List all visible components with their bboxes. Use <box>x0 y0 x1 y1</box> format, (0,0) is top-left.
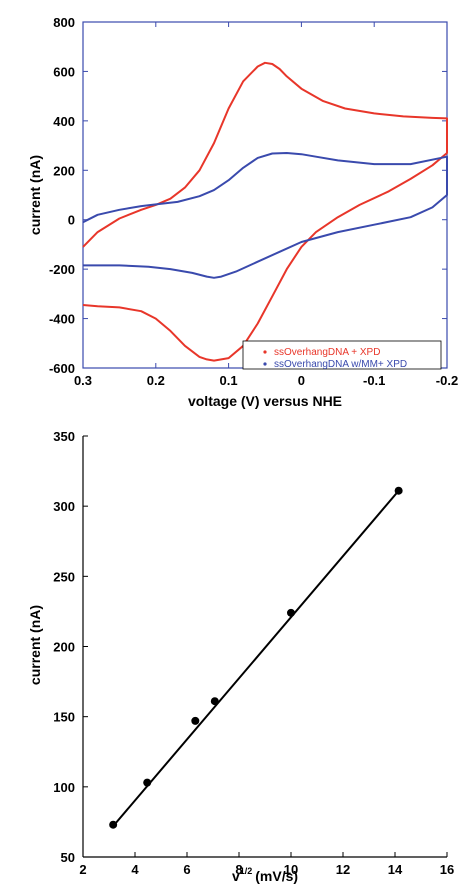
cv-legend-marker-2 <box>263 362 267 366</box>
cv-legend: ssOverhangDNA + XPD ssOverhangDNA w/MM+ … <box>242 340 442 370</box>
cv-x-tick-label: 0.1 <box>220 373 238 388</box>
lin-fit-line <box>112 490 400 827</box>
lin-y-tick-label: 100 <box>53 780 75 795</box>
lin-x-tick-label: 16 <box>440 862 454 877</box>
cv-legend-box <box>242 340 442 370</box>
cv-series-line-1 <box>82 61 448 362</box>
lin-x-tick-label: 14 <box>388 862 403 877</box>
cv-y-tick-label: -200 <box>49 262 75 277</box>
lin-data-point <box>394 486 403 495</box>
cv-series-line-2 <box>82 152 448 279</box>
cv-x-ticks: 0.3 0.2 0.1 0 -0.1 -0.2 <box>74 22 458 388</box>
lin-x-tick-label: 4 <box>131 862 139 877</box>
lin-y-tick-label: 250 <box>53 569 75 584</box>
lin-y-tick-label: 150 <box>53 710 75 725</box>
cv-x-axis-label: voltage (V) versus NHE <box>188 393 342 409</box>
lin-y-tick-label: 300 <box>53 499 75 514</box>
lin-data-point <box>109 820 118 829</box>
cv-plot-frame <box>82 21 448 369</box>
lin-x-axis-label-var: v <box>232 868 240 884</box>
lin-x-tick-label: 10 <box>284 862 298 877</box>
lin-x-axis-label-units: (mV/s) <box>255 868 298 884</box>
cv-y-tick-label: 400 <box>53 114 75 129</box>
cv-chart: -600 -400 -200 0 200 400 600 800 0.3 0.2 0.1 0 -0.1… <box>27 15 458 409</box>
lin-x-axis-label-sup: 1/2 <box>240 866 253 876</box>
cv-x-tick-label: -0.2 <box>436 373 458 388</box>
cv-y-tick-label: -400 <box>49 312 75 327</box>
lin-y-tick-label: 350 <box>53 429 75 444</box>
cv-y-ticks: -600 -400 -200 0 200 400 600 800 <box>49 15 447 376</box>
cv-legend-label-1: ssOverhangDNA + XPD <box>274 347 380 358</box>
cv-y-tick-label: 0 <box>68 213 75 228</box>
linear-chart: 50 100 150 200 250 300 350 2 4 6 8 10 12 14 16 v1/2 (m… <box>27 429 454 884</box>
cv-y-tick-label: 600 <box>53 64 75 79</box>
cv-x-tick-label: -0.1 <box>363 373 385 388</box>
cv-y-tick-label: -600 <box>49 361 75 376</box>
cv-legend-label-2: ssOverhangDNA w/MM+ XPD <box>274 359 407 370</box>
cv-x-tick-label: 0.2 <box>147 373 165 388</box>
lin-y-ticks: 50 100 150 200 250 300 350 <box>53 429 88 865</box>
cv-y-tick-label: 200 <box>53 163 75 178</box>
lin-x-ticks: 2 4 6 8 10 12 14 16 <box>79 852 454 877</box>
lin-x-tick-label: 12 <box>336 862 350 877</box>
cv-y-tick-label: 800 <box>53 15 75 30</box>
lin-data-point <box>210 697 219 706</box>
lin-x-tick-label: 6 <box>183 862 190 877</box>
lin-y-tick-label: 50 <box>61 850 75 865</box>
lin-data-point <box>191 716 200 725</box>
lin-marks-group <box>109 486 403 829</box>
lin-y-tick-label: 200 <box>53 640 75 655</box>
lin-data-point <box>287 608 295 617</box>
lin-x-tick-label: 8 <box>235 862 242 877</box>
cv-series-group <box>82 61 448 362</box>
cv-x-tick-label: 0 <box>298 373 305 388</box>
lin-x-tick-label: 2 <box>79 862 86 877</box>
cv-y-axis-label: current (nA) <box>27 155 43 235</box>
lin-data-point <box>143 778 152 787</box>
lin-x-axis-label: v1/2 (mV/s) <box>232 866 298 884</box>
cv-x-tick-label: 0.3 <box>74 373 92 388</box>
cv-legend-marker-1 <box>263 350 267 354</box>
lin-y-axis-label: current (nA) <box>27 605 43 685</box>
